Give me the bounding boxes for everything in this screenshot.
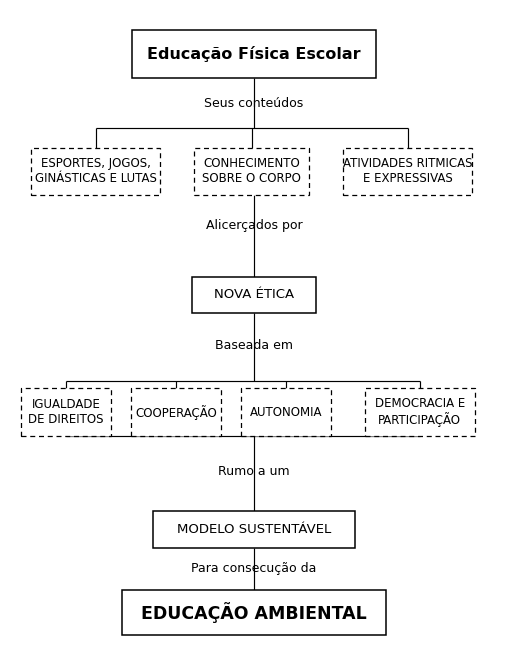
FancyBboxPatch shape: [194, 148, 309, 195]
FancyBboxPatch shape: [21, 388, 111, 436]
Text: Para consecução da: Para consecução da: [192, 562, 316, 575]
FancyBboxPatch shape: [131, 388, 221, 436]
Text: ATIVIDADES RITMICAS
E EXPRESSIVAS: ATIVIDADES RITMICAS E EXPRESSIVAS: [343, 157, 472, 185]
Text: EDUCAÇÃO AMBIENTAL: EDUCAÇÃO AMBIENTAL: [141, 602, 367, 623]
Text: IGUALDADE
DE DIREITOS: IGUALDADE DE DIREITOS: [28, 399, 104, 426]
FancyBboxPatch shape: [192, 276, 316, 313]
Text: AUTONOMIA: AUTONOMIA: [249, 406, 322, 419]
Text: Rumo a um: Rumo a um: [218, 465, 290, 477]
Text: Educação Física Escolar: Educação Física Escolar: [147, 46, 361, 62]
Text: CONHECIMENTO
SOBRE O CORPO: CONHECIMENTO SOBRE O CORPO: [202, 157, 301, 185]
Text: Seus conteúdos: Seus conteúdos: [204, 97, 304, 110]
FancyBboxPatch shape: [132, 30, 376, 78]
FancyBboxPatch shape: [365, 388, 474, 436]
FancyBboxPatch shape: [241, 388, 331, 436]
Text: COOPERAÇÃO: COOPERAÇÃO: [135, 405, 217, 420]
FancyBboxPatch shape: [31, 148, 160, 195]
Text: MODELO SUSTENTÁVEL: MODELO SUSTENTÁVEL: [177, 523, 331, 536]
FancyBboxPatch shape: [153, 511, 355, 548]
Text: ESPORTES, JOGOS,
GINÁSTICAS E LUTAS: ESPORTES, JOGOS, GINÁSTICAS E LUTAS: [35, 157, 156, 185]
Text: NOVA ÉTICA: NOVA ÉTICA: [214, 289, 294, 302]
Text: Alicerçados por: Alicerçados por: [206, 219, 302, 232]
FancyBboxPatch shape: [343, 148, 472, 195]
Text: DEMOCRACIA E
PARTICIPAÇÃO: DEMOCRACIA E PARTICIPAÇÃO: [375, 397, 465, 428]
Text: Baseada em: Baseada em: [215, 339, 293, 352]
FancyBboxPatch shape: [122, 590, 386, 635]
